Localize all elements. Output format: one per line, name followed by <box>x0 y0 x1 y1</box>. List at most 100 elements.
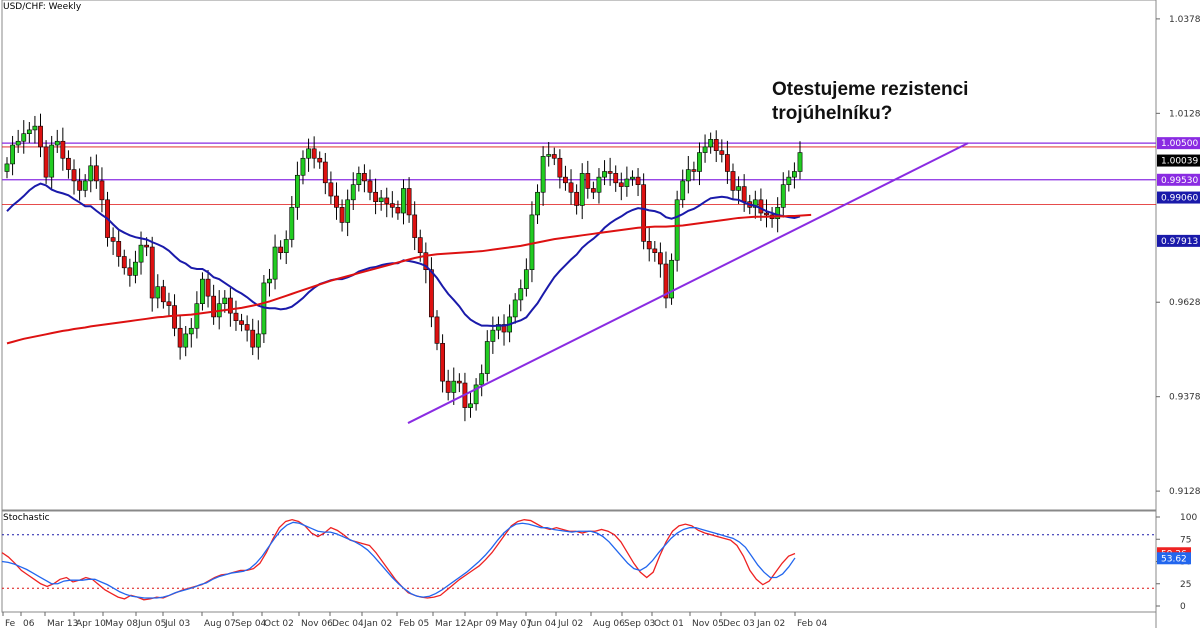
bullish-candle[interactable] <box>473 384 479 405</box>
bullish-candle[interactable] <box>752 199 758 208</box>
bullish-candle[interactable] <box>32 125 38 131</box>
bullish-candle[interactable] <box>54 140 60 146</box>
bearish-candle[interactable] <box>663 263 669 299</box>
bearish-candle[interactable] <box>149 246 155 299</box>
bearish-candle[interactable] <box>758 199 764 214</box>
bullish-candle[interactable] <box>490 329 496 342</box>
bullish-candle[interactable] <box>222 297 228 304</box>
bearish-candle[interactable] <box>725 154 730 172</box>
bearish-candle[interactable] <box>317 157 323 163</box>
bearish-candle[interactable] <box>423 252 429 270</box>
bearish-candle[interactable] <box>116 241 122 257</box>
bearish-candle[interactable] <box>389 203 395 208</box>
bearish-candle[interactable] <box>646 241 652 250</box>
bullish-candle[interactable] <box>540 156 546 193</box>
bearish-candle[interactable] <box>334 195 339 208</box>
bullish-candle[interactable] <box>680 180 686 201</box>
bullish-candle[interactable] <box>306 148 311 159</box>
bearish-candle[interactable] <box>613 173 619 184</box>
bullish-candle[interactable] <box>188 327 194 335</box>
bullish-candle[interactable] <box>15 140 21 146</box>
bullish-candle[interactable] <box>792 171 797 178</box>
bearish-candle[interactable] <box>250 329 256 348</box>
bearish-candle[interactable] <box>160 286 166 303</box>
bullish-candle[interactable] <box>155 286 161 299</box>
bullish-candle[interactable] <box>267 278 272 284</box>
bullish-candle[interactable] <box>138 244 144 263</box>
bullish-candle[interactable] <box>535 191 540 216</box>
bullish-candle[interactable] <box>133 261 138 276</box>
bearish-candle[interactable] <box>384 197 390 204</box>
bearish-candle[interactable] <box>77 180 82 191</box>
bullish-candle[interactable] <box>775 207 781 219</box>
bearish-candle[interactable] <box>110 237 116 242</box>
bearish-candle[interactable] <box>172 305 177 329</box>
bullish-candle[interactable] <box>518 288 524 301</box>
bullish-candle[interactable] <box>272 246 278 280</box>
bearish-candle[interactable] <box>429 269 434 318</box>
bearish-candle[interactable] <box>590 188 596 193</box>
bearish-candle[interactable] <box>362 173 367 182</box>
bearish-candle[interactable] <box>730 171 736 191</box>
bullish-candle[interactable] <box>4 163 10 172</box>
bullish-candle[interactable] <box>484 341 490 374</box>
bearish-candle[interactable] <box>691 169 697 172</box>
bullish-candle[interactable] <box>479 373 485 386</box>
bearish-candle[interactable] <box>440 343 445 382</box>
bullish-candle[interactable] <box>183 333 189 348</box>
bullish-candle[interactable] <box>674 199 680 261</box>
bullish-candle[interactable] <box>300 157 306 176</box>
bearish-candle[interactable] <box>719 150 725 155</box>
bearish-candle[interactable] <box>99 180 105 201</box>
bearish-candle[interactable] <box>177 327 183 348</box>
bearish-candle[interactable] <box>373 191 378 202</box>
bullish-candle[interactable] <box>708 139 714 148</box>
bullish-candle[interactable] <box>401 188 406 214</box>
bullish-candle[interactable] <box>529 214 535 270</box>
bearish-candle[interactable] <box>93 165 99 182</box>
bullish-candle[interactable] <box>21 133 27 142</box>
bearish-candle[interactable] <box>322 161 328 184</box>
bearish-candle[interactable] <box>239 320 244 325</box>
bearish-candle[interactable] <box>713 139 719 151</box>
bearish-candle[interactable] <box>563 176 568 184</box>
bullish-candle[interactable] <box>780 184 786 208</box>
bullish-candle[interactable] <box>697 152 702 172</box>
bearish-candle[interactable] <box>144 244 150 248</box>
bullish-candle[interactable] <box>702 146 708 153</box>
bearish-candle[interactable] <box>764 212 769 216</box>
bearish-candle[interactable] <box>635 176 641 185</box>
bearish-candle[interactable] <box>60 140 66 159</box>
bullish-candle[interactable] <box>797 152 803 172</box>
bearish-candle[interactable] <box>456 380 462 384</box>
bearish-candle[interactable] <box>211 295 217 318</box>
bullish-candle[interactable] <box>255 333 261 348</box>
bearish-candle[interactable] <box>127 267 133 276</box>
bullish-candle[interactable] <box>451 380 457 393</box>
bullish-candle[interactable] <box>289 207 295 240</box>
bullish-candle[interactable] <box>378 197 384 202</box>
bearish-candle[interactable] <box>278 246 284 253</box>
bullish-candle[interactable] <box>512 299 518 318</box>
bearish-candle[interactable] <box>557 157 563 178</box>
bearish-candle[interactable] <box>501 324 507 333</box>
bearish-candle[interactable] <box>412 214 418 238</box>
bullish-candle[interactable] <box>26 129 32 134</box>
bullish-candle[interactable] <box>468 403 473 408</box>
bearish-candle[interactable] <box>43 146 49 178</box>
bearish-candle[interactable] <box>71 169 77 182</box>
bearish-candle[interactable] <box>574 191 580 206</box>
bearish-candle[interactable] <box>227 297 233 314</box>
bullish-candle[interactable] <box>579 173 585 206</box>
bearish-candle[interactable] <box>339 207 345 223</box>
bullish-candle[interactable] <box>283 239 289 253</box>
bearish-candle[interactable] <box>311 148 317 159</box>
bullish-candle[interactable] <box>736 186 741 191</box>
bullish-candle[interactable] <box>685 169 691 182</box>
bullish-candle[interactable] <box>294 174 300 208</box>
bearish-candle[interactable] <box>641 184 647 242</box>
bullish-candle[interactable] <box>49 144 55 178</box>
bullish-candle[interactable] <box>786 176 792 185</box>
bullish-candle[interactable] <box>602 171 607 178</box>
bearish-candle[interactable] <box>205 278 211 297</box>
